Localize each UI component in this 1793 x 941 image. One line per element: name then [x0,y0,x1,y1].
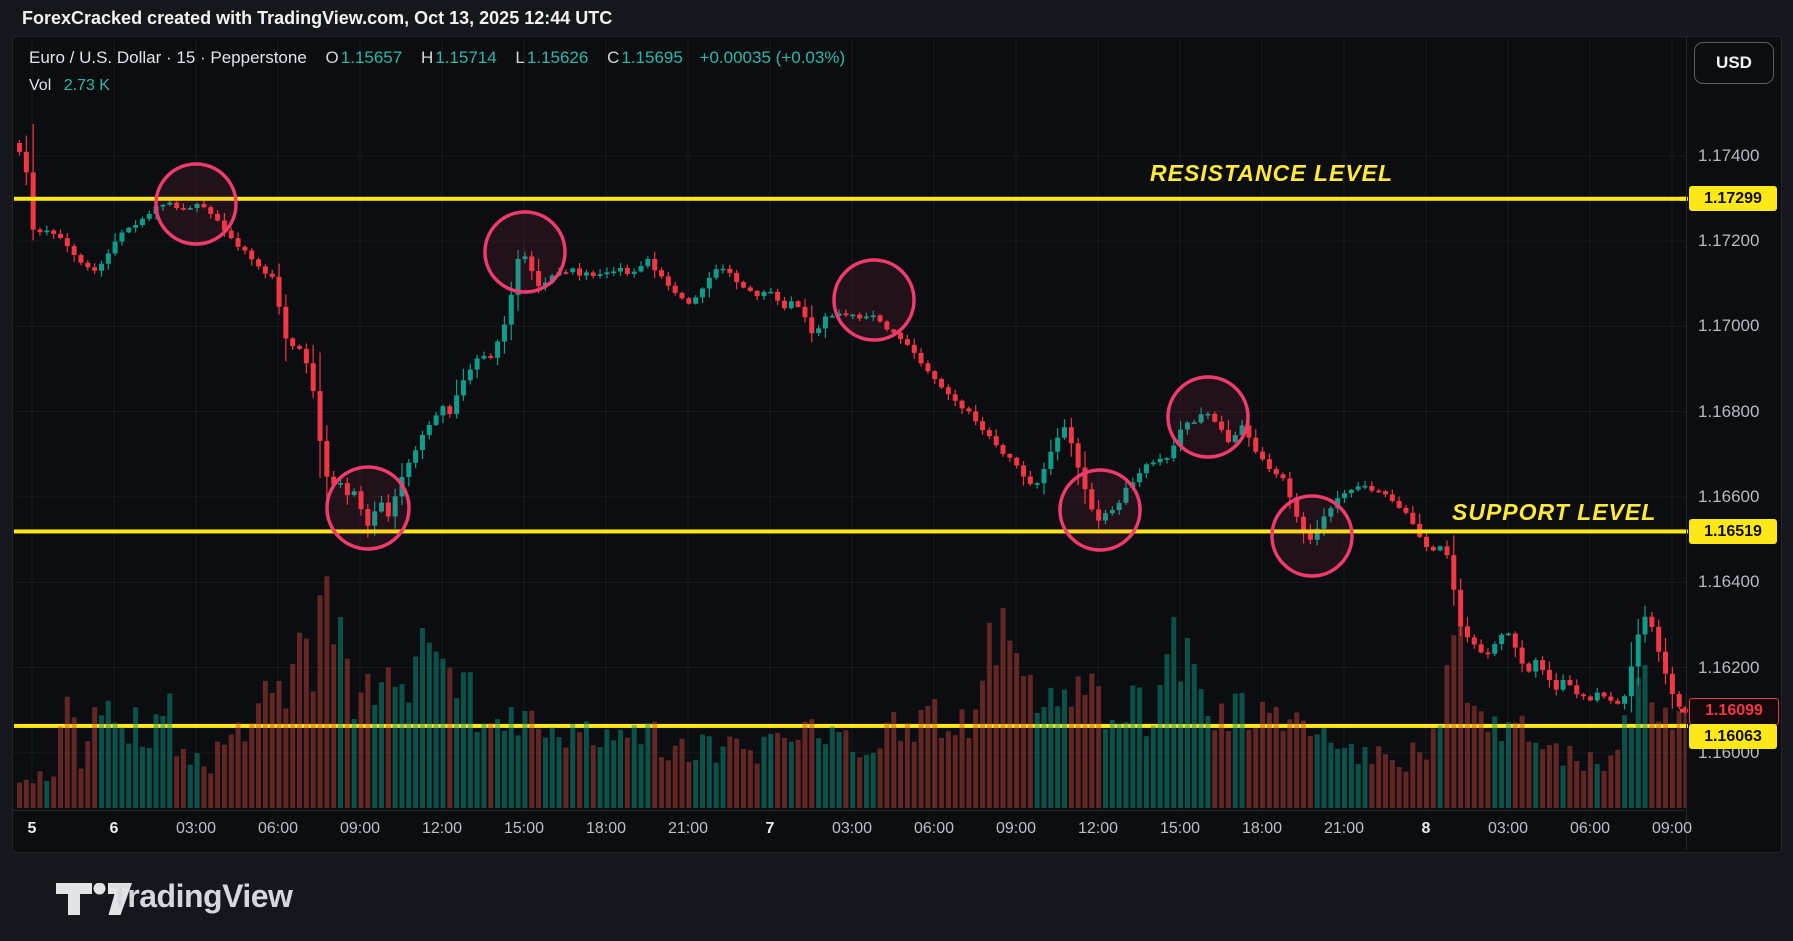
high-value: 1.15714 [435,48,497,67]
price-badge-last-price: 1.16099 [1689,698,1779,726]
resistance-level-label[interactable]: RESISTANCE LEVEL [1150,160,1394,186]
time-axis-label: 03:00 [175,820,217,837]
price-badge-support: 1.16519 [1689,518,1777,544]
currency-toggle-button[interactable]: USD [1694,42,1774,84]
price-level-line[interactable] [14,723,1686,728]
highlight-circle[interactable] [832,258,916,342]
price-badge-level: 1.16063 [1689,724,1777,750]
volume-label: Vol [29,77,52,94]
close-label: C [607,48,620,67]
highlight-circle[interactable] [1270,494,1354,578]
watermark-bar: ForexCracked created with TradingView.co… [0,0,1793,36]
time-axis-label: 12:00 [1077,820,1119,837]
time-axis-label: 09:00 [995,820,1037,837]
time-axis-label: 03:00 [1487,820,1529,837]
time-axis-label: 5 [27,820,37,837]
time-axis-label: 06:00 [913,820,955,837]
time-axis-label: 06:00 [1569,820,1611,837]
time-axis-label: 18:00 [585,820,627,837]
price-axis-label: 1.17200 [1698,231,1760,250]
axis-tick-stub [1680,723,1688,728]
pane-content [14,124,1686,808]
price-axis-label: 1.16400 [1698,572,1760,592]
volume-value: 2.73 K [63,77,110,94]
time-axis-label: 09:00 [1651,820,1693,837]
highlight-circle[interactable] [1058,468,1142,552]
time-axis-label: 15:00 [1159,820,1201,837]
axis-tick-stub [1680,708,1688,713]
volume-legend[interactable]: Vol 2.73 K [29,77,110,95]
watermark-text: ForexCracked created with TradingView.co… [22,8,613,28]
time-axis-label: 15:00 [503,820,545,837]
support-line[interactable] [14,529,1686,534]
time-axis-label: 06:00 [257,820,299,837]
symbol-title: Euro / U.S. Dollar · 15 · Pepperstone [29,48,307,67]
time-axis-label: 03:00 [831,820,873,837]
time-axis-label: 7 [765,820,775,837]
footer-bar: TradingView [0,852,1793,941]
time-axis-label: 21:00 [1323,820,1365,837]
time-axis-label: 12:00 [421,820,463,837]
time-axis-label: 6 [109,820,119,837]
axis-tick-stub [1680,529,1688,534]
time-axis-label: 18:00 [1241,820,1283,837]
price-axis-label: 1.16200 [1698,657,1760,677]
high-label: H [420,48,434,67]
highlight-circle[interactable] [325,465,411,551]
axis-tick-stub [1680,196,1688,201]
price-axis-label: 1.17000 [1698,316,1760,336]
price-axis-separator [1686,37,1687,850]
close-value: 1.15695 [621,48,683,67]
change-value: +0.00035 (+0.03%) [699,48,846,67]
price-badge-resistance: 1.17299 [1689,186,1777,212]
highlight-circle[interactable] [483,210,567,294]
time-axis-label: 09:00 [339,820,381,837]
candles-layer [17,124,1686,715]
time-axis-label: 8 [1421,820,1431,837]
low-value: 1.15626 [526,48,589,67]
tradingview-logo-icon [56,883,132,915]
volume-bars-layer [17,576,1686,808]
open-label: O [325,48,339,67]
price-axis-label: 1.17400 [1698,145,1760,165]
resistance-line[interactable] [14,196,1686,201]
support-level-label[interactable]: SUPPORT LEVEL [1452,499,1657,525]
open-value: 1.15657 [340,48,403,67]
highlight-circle[interactable] [154,162,238,246]
time-axis-label: 21:00 [667,820,709,837]
price-axis-label: 1.16800 [1698,401,1760,421]
highlight-circle[interactable] [1166,375,1250,459]
price-axis-label: 1.16600 [1698,486,1760,506]
time-axis-separator [13,810,1685,811]
tradingview-logo-text: TradingView [110,878,293,914]
low-label: L [515,48,525,67]
